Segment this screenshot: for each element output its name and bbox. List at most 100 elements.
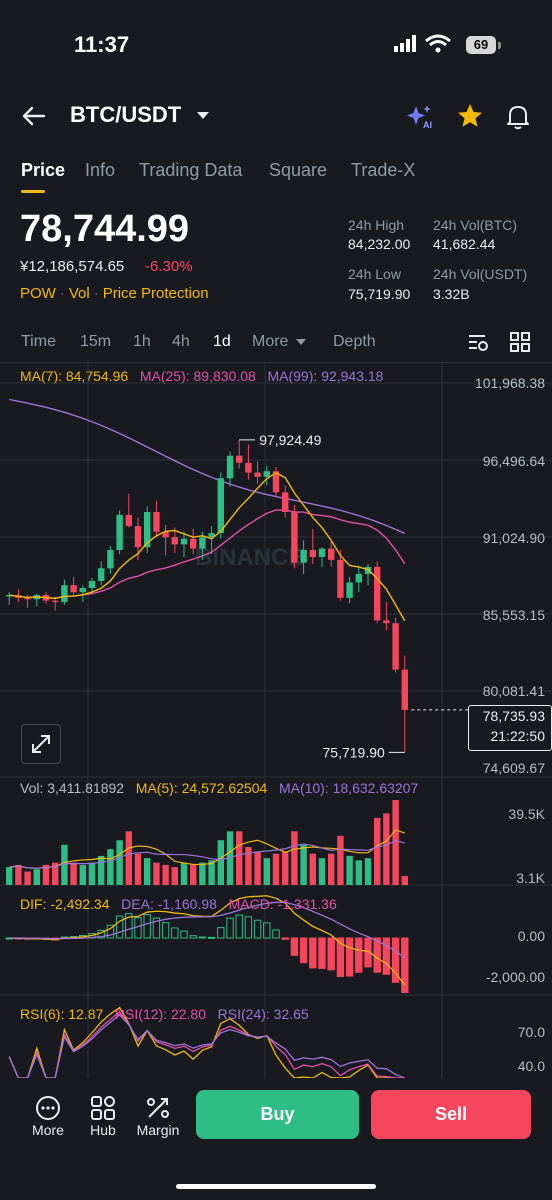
tab-trade-x[interactable]: Trade-X xyxy=(351,160,416,180)
volume-bar xyxy=(15,864,22,885)
macd-histogram-bar xyxy=(217,927,225,939)
pair-title[interactable]: BTC/USDT xyxy=(70,102,182,127)
volume-bar xyxy=(263,858,270,885)
macd-histogram-bar xyxy=(253,919,262,939)
sell-button[interactable]: Sell xyxy=(371,1090,531,1139)
more-dots-icon[interactable] xyxy=(34,1094,62,1122)
home-indicator xyxy=(176,1184,376,1189)
price-axis-label: 91,024.90 xyxy=(482,530,545,546)
volume-bar xyxy=(190,864,197,885)
hub-label[interactable]: Hub xyxy=(90,1122,116,1138)
candle-body xyxy=(98,568,105,581)
volume-bar xyxy=(6,867,13,885)
tab-trading-data[interactable]: Trading Data xyxy=(139,160,243,180)
candle-body xyxy=(162,531,169,538)
rsi-panel xyxy=(8,1006,406,1078)
candle-body xyxy=(309,550,316,558)
last-price: 78,744.99 xyxy=(20,208,190,250)
macd-histogram-bar xyxy=(143,914,151,939)
candle-body xyxy=(337,559,344,598)
macd-histogram-bar xyxy=(309,937,317,969)
more-caret-icon[interactable] xyxy=(296,339,306,345)
tf-time[interactable]: Time xyxy=(21,333,56,350)
tab-square[interactable]: Square xyxy=(269,160,328,180)
volume-bar xyxy=(254,851,261,885)
macd-histogram-bar xyxy=(106,924,115,939)
bell-icon[interactable] xyxy=(504,102,532,130)
macd-histogram-bar xyxy=(318,937,326,969)
ma7-legend: MA(7): 84,754.96 xyxy=(20,368,129,384)
tf-4h[interactable]: 4h xyxy=(172,333,190,350)
candle-body xyxy=(190,538,197,549)
volume-bar xyxy=(309,853,316,885)
divider xyxy=(0,362,552,363)
tf-more[interactable]: More xyxy=(252,333,289,350)
tf-1d[interactable]: 1d xyxy=(213,333,231,350)
vol-legend: Vol: 3,411.81892 xyxy=(20,780,125,796)
rsi-axis-label: 40.0 xyxy=(517,1058,545,1074)
margin-icon[interactable] xyxy=(144,1094,172,1122)
macd-histogram-bar xyxy=(244,916,253,939)
candle-body xyxy=(226,455,234,479)
tag-pow[interactable]: POW xyxy=(20,285,56,302)
indicator-settings-icon[interactable] xyxy=(466,330,490,354)
vol-ma10-line xyxy=(9,840,405,869)
buy-button[interactable]: Buy xyxy=(196,1090,359,1139)
tf-15m[interactable]: 15m xyxy=(80,333,112,350)
volume-bar xyxy=(125,831,132,885)
macd-axis-label: -2,000.00 xyxy=(485,969,545,985)
dea-legend: DEA: -1,160.98 xyxy=(121,896,217,912)
ai-sparkle-icon[interactable]: AI xyxy=(406,102,434,130)
ma7-line xyxy=(9,472,406,622)
chart-watermark: BINANCE xyxy=(195,544,304,571)
tf-1h[interactable]: 1h xyxy=(133,333,151,350)
macd-histogram-bar xyxy=(373,937,381,973)
hub-icon[interactable] xyxy=(89,1094,117,1122)
favorite-star-icon[interactable] xyxy=(456,102,484,130)
macd-histogram-bar xyxy=(281,937,289,940)
tag-price-protection[interactable]: Price Protection xyxy=(102,285,209,302)
ma99-legend: MA(99): 92,943.18 xyxy=(267,368,384,384)
volume-bar xyxy=(318,858,326,885)
layout-grid-icon[interactable] xyxy=(508,330,532,354)
battery-tip xyxy=(498,42,501,49)
macd-histogram-bar xyxy=(226,917,234,939)
rsi-axis-label: 70.0 xyxy=(517,1024,545,1040)
macd-histogram-bar xyxy=(152,917,161,939)
vol-ma5-legend: MA(5): 24,572.62504 xyxy=(135,780,268,796)
candle-body xyxy=(107,550,114,569)
ma25-line xyxy=(9,509,406,600)
volume-bar xyxy=(272,853,280,885)
candle-body xyxy=(208,533,215,538)
volume-bar xyxy=(199,862,206,885)
candle-body xyxy=(300,550,307,563)
macd-histogram-bar xyxy=(290,937,299,956)
rsi12-line xyxy=(8,1011,405,1078)
rsi24-legend: RSI(24): 32.65 xyxy=(217,1006,309,1022)
chevron-down-icon[interactable] xyxy=(197,112,209,119)
tf-depth[interactable]: Depth xyxy=(333,333,376,350)
macd-histogram-bar xyxy=(161,922,170,939)
signal-bar xyxy=(406,39,410,52)
candle-body xyxy=(79,588,86,593)
macd-histogram-bar xyxy=(401,937,409,993)
tab-info[interactable]: Info xyxy=(85,160,116,180)
current-price-box: 78,735.93 21:22:50 xyxy=(468,705,552,751)
tag-vol[interactable]: Vol xyxy=(68,285,90,302)
kline-chart[interactable]: BINANCE 97,924.49 75,719.90 xyxy=(0,362,552,1078)
active-tab-indicator xyxy=(21,190,45,193)
volume-bar xyxy=(52,862,59,885)
low-value: 75,719.90 xyxy=(348,286,411,302)
back-arrow-icon[interactable] xyxy=(20,102,48,130)
vol-usdt-label: 24h Vol(USDT) xyxy=(433,266,528,282)
fullscreen-expand-icon[interactable] xyxy=(21,724,61,764)
vol-axis-label: 3.1K xyxy=(516,870,545,886)
candle-body xyxy=(236,455,243,463)
candle-body xyxy=(116,514,123,551)
volume-legend: Vol: 3,411.81892 MA(5): 24,572.62504 MA(… xyxy=(20,780,418,796)
margin-label[interactable]: Margin xyxy=(136,1122,180,1138)
ma25-polyline xyxy=(9,509,406,600)
more-label[interactable]: More xyxy=(32,1122,64,1138)
ma-legend: MA(7): 84,754.96 MA(25): 89,830.08 MA(99… xyxy=(20,368,383,384)
tab-price[interactable]: Price xyxy=(21,160,66,180)
